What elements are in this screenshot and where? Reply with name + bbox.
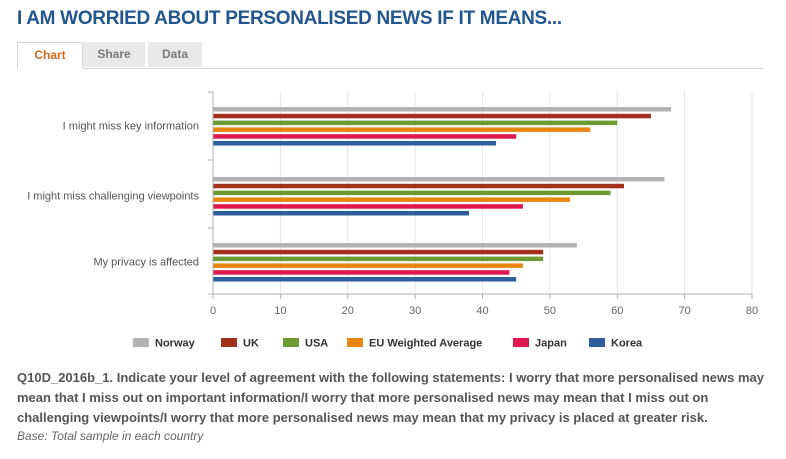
legend-label[interactable]: Norway bbox=[155, 338, 196, 350]
legend-swatch bbox=[513, 338, 529, 347]
base-note: Base: Total sample in each country bbox=[17, 429, 204, 443]
tab-chart[interactable]: Chart bbox=[17, 42, 83, 69]
legend-label[interactable]: EU Weighted Average bbox=[369, 338, 482, 350]
question-footnote: Q10D_2016b_1. Indicate your level of agr… bbox=[17, 370, 764, 425]
x-tick-label: 60 bbox=[611, 305, 623, 317]
x-tick-label: 70 bbox=[679, 305, 691, 317]
bar-uk[interactable] bbox=[213, 113, 651, 119]
bar-usa[interactable] bbox=[213, 120, 618, 126]
x-tick-label: 50 bbox=[544, 305, 556, 317]
category-label: I might miss key information bbox=[63, 120, 199, 132]
x-tick-label: 40 bbox=[476, 305, 488, 317]
legend-label[interactable]: Korea bbox=[611, 338, 643, 350]
category-label: I might miss challenging viewpoints bbox=[27, 190, 199, 202]
x-tick-label: 20 bbox=[342, 305, 354, 317]
x-tick-label: 80 bbox=[746, 305, 758, 317]
legend-label[interactable]: USA bbox=[305, 338, 328, 350]
bar-norway[interactable] bbox=[213, 243, 577, 248]
bar-korea[interactable] bbox=[213, 141, 496, 146]
bar-japan[interactable] bbox=[213, 134, 517, 139]
bar-chart: 0 10 20 30 40 50 60 70 80 I might miss key inform… bbox=[27, 91, 758, 350]
tab-data[interactable]: Data bbox=[148, 42, 202, 67]
bar-korea[interactable] bbox=[213, 277, 517, 282]
bar-japan[interactable] bbox=[213, 270, 510, 275]
legend-swatch bbox=[589, 338, 605, 347]
bar-norway[interactable] bbox=[213, 177, 665, 182]
legend-swatch bbox=[283, 338, 299, 347]
legend-swatch bbox=[347, 338, 363, 347]
bar-eu-weighted-average[interactable] bbox=[213, 263, 523, 268]
chart-title: I AM WORRIED ABOUT PERSONALISED NEWS IF … bbox=[17, 8, 562, 29]
bar-eu-weighted-average[interactable] bbox=[213, 197, 571, 202]
x-tick-label: 30 bbox=[409, 305, 421, 317]
bar-japan[interactable] bbox=[213, 204, 523, 209]
bar-usa[interactable] bbox=[213, 256, 544, 262]
bar-norway[interactable] bbox=[213, 107, 672, 112]
tab-share[interactable]: Share bbox=[83, 42, 145, 67]
legend-swatch bbox=[221, 338, 237, 347]
category-label: My privacy is affected bbox=[93, 256, 199, 268]
legend-label[interactable]: UK bbox=[243, 338, 259, 350]
bar-usa[interactable] bbox=[213, 190, 611, 196]
bar-uk[interactable] bbox=[213, 183, 624, 189]
legend-label[interactable]: Japan bbox=[535, 338, 567, 350]
x-tick-label: 10 bbox=[274, 305, 286, 317]
tab-bar: Chart Share Data bbox=[17, 42, 763, 69]
x-tick-label: 0 bbox=[210, 305, 216, 317]
bar-eu-weighted-average[interactable] bbox=[213, 127, 591, 132]
legend-swatch bbox=[133, 338, 149, 347]
bar-korea[interactable] bbox=[213, 211, 470, 216]
bar-uk[interactable] bbox=[213, 249, 544, 255]
